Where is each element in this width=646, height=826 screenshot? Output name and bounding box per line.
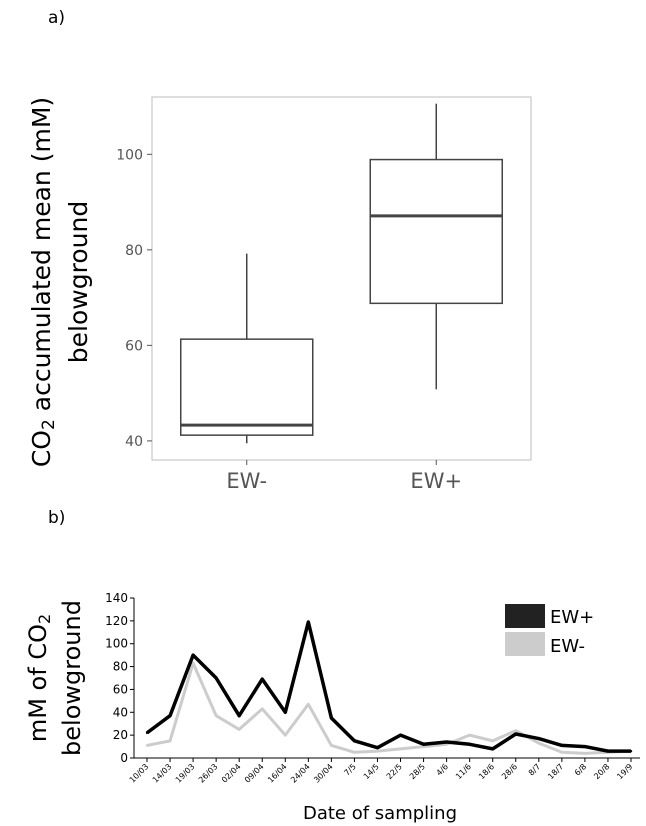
data-point-ew-minus <box>376 749 379 753</box>
data-point-ew-plus <box>560 744 564 747</box>
y-tick-label: 60 <box>125 338 143 354</box>
data-point-ew-minus <box>353 751 356 754</box>
data-point-ew-minus <box>214 714 218 717</box>
y-tick-label: 100 <box>105 637 128 651</box>
y-tick-label: 80 <box>113 660 128 674</box>
x-tick-label: 26/03 <box>197 762 220 785</box>
data-point-ew-plus <box>606 749 610 753</box>
data-point-ew-plus <box>468 743 471 746</box>
data-point-ew-minus <box>284 733 287 737</box>
y-tick-label: 0 <box>120 751 128 765</box>
legend: EW+ EW- <box>505 604 594 657</box>
x-tick-label: 11/6 <box>454 762 473 781</box>
legend-label-ew-minus: EW- <box>550 636 585 657</box>
data-point-ew-minus <box>307 703 310 706</box>
data-point-ew-plus <box>191 653 195 657</box>
x-tick-label: 02/04 <box>220 762 243 785</box>
legend-swatch-ew-plus <box>505 604 545 628</box>
x-tick-label: 22/5 <box>385 762 404 781</box>
box-iqr <box>369 158 503 305</box>
data-point-ew-minus <box>168 739 172 743</box>
data-point-ew-minus <box>261 707 264 711</box>
data-point-ew-plus <box>145 731 149 735</box>
data-point-ew-plus <box>214 676 218 680</box>
series-line-ew-plus <box>145 620 631 753</box>
x-tick-label: 19/03 <box>174 762 197 785</box>
data-point-ew-minus <box>330 744 333 747</box>
series-line-ew-minus <box>146 661 632 755</box>
y-tick-label: 120 <box>105 614 128 628</box>
x-axis-title: Date of sampling <box>303 803 457 824</box>
x-tick-label: EW- <box>226 469 267 493</box>
boxplot-chart: 40 60 80 100 EW- EW+ CO2 accumulated mean (m… <box>27 96 532 493</box>
data-point-ew-plus <box>330 716 333 720</box>
data-point-ew-plus <box>353 739 356 743</box>
x-tick-label: 19/9 <box>615 762 634 781</box>
data-point-ew-minus <box>514 729 517 732</box>
data-point-ew-plus <box>537 737 541 740</box>
data-point-ew-plus <box>445 740 448 744</box>
x-tick-label: 28/6 <box>500 762 519 781</box>
y-tick-label: 20 <box>113 728 128 742</box>
y-tick-label: 140 <box>105 591 128 605</box>
y-tick-label: 40 <box>113 705 128 719</box>
y-tick-label: 60 <box>113 682 128 696</box>
data-point-ew-minus <box>491 739 494 743</box>
data-point-ew-minus <box>237 728 241 731</box>
panel-a-label: a) <box>48 8 66 28</box>
y-tick-label: 100 <box>116 147 143 163</box>
y-axis-title: mM of CO2 <box>24 614 54 742</box>
data-point-ew-plus <box>583 745 587 748</box>
data-point-ew-minus <box>537 741 541 745</box>
y-axis-title: CO2 accumulated mean (mM) <box>27 97 59 467</box>
data-point-ew-minus <box>399 747 402 751</box>
x-tick-label: 24/04 <box>289 762 312 785</box>
x-tick-label: 14/5 <box>362 762 381 781</box>
data-point-ew-plus <box>261 677 264 681</box>
x-tick-label: 8/7 <box>527 762 542 777</box>
y-axis-title-line2: belowground <box>64 201 93 363</box>
data-point-ew-plus <box>422 743 425 746</box>
x-tick-label: 18/7 <box>546 762 565 781</box>
data-point-ew-plus <box>237 714 241 717</box>
x-tick-label: 09/04 <box>243 762 266 785</box>
x-tick-label: 10/03 <box>128 762 151 785</box>
legend-label-ew-plus: EW+ <box>550 607 594 628</box>
x-tick-label: 30/04 <box>312 762 335 785</box>
data-point-ew-plus <box>399 733 402 737</box>
x-tick-label: 20/8 <box>592 762 611 781</box>
data-point-ew-minus <box>583 752 587 755</box>
box-iqr <box>180 338 314 436</box>
x-tick-label: 7/5 <box>342 762 357 777</box>
panel-b-label: b) <box>48 508 66 528</box>
y-tick-label: 80 <box>125 243 143 259</box>
data-point-ew-minus <box>145 744 149 747</box>
data-point-ew-minus <box>191 661 195 665</box>
data-point-ew-minus <box>468 733 471 737</box>
x-tick-label: 6/8 <box>573 762 588 777</box>
y-tick-label: 40 <box>125 434 143 450</box>
data-point-ew-plus <box>376 746 379 749</box>
data-point-ew-plus <box>491 747 494 751</box>
y-axis-title-line2: belowground <box>58 600 86 756</box>
x-tick-label: 18/6 <box>477 762 496 781</box>
data-point-ew-minus <box>560 751 564 754</box>
x-tick-label: 14/03 <box>151 762 174 785</box>
x-tick-label: 16/04 <box>266 762 289 785</box>
data-point-ew-plus <box>514 732 517 736</box>
x-tick-label: EW+ <box>410 469 462 493</box>
x-tick-label: 28/5 <box>408 762 427 781</box>
data-point-ew-plus <box>168 714 172 717</box>
data-point-ew-plus <box>307 620 310 624</box>
data-point-ew-plus <box>629 749 633 753</box>
data-point-ew-plus <box>284 711 287 714</box>
x-tick-label: 4/6 <box>435 762 450 777</box>
legend-swatch-ew-minus <box>505 632 545 656</box>
